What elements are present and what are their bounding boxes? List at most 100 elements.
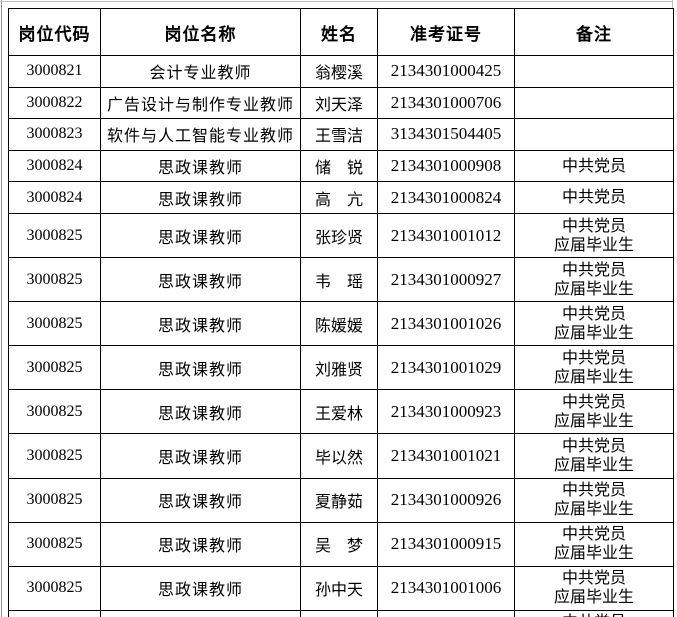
table-row: 3000823 软件与人工智能专业教师 王雪洁 3134301504405 bbox=[8, 118, 674, 151]
cell-position-title: 思政课教师 bbox=[100, 257, 301, 303]
cell-remark: 中共党员 应届毕业生 bbox=[514, 301, 674, 347]
cell-remark: 中共党员 应届毕业生 bbox=[514, 609, 674, 617]
cell-ticket-number: 2134301001021 bbox=[377, 433, 515, 479]
cell-remark: 中共党员 应届毕业生 bbox=[514, 565, 674, 611]
cell-name: 夏静茹 bbox=[300, 477, 378, 523]
cell-position-code: 3000825 bbox=[8, 389, 101, 435]
table-row: 3000825 思政课教师 陈媛媛 2134301001026 中共党员 应届毕… bbox=[8, 301, 674, 347]
cell-ticket-number: 2134301000915 bbox=[377, 521, 515, 567]
cell-position-code: 3000825 bbox=[8, 477, 101, 523]
cell-position-code: 3000824 bbox=[8, 181, 101, 214]
cell-ticket-number: 2134301000908 bbox=[377, 149, 515, 183]
table-row-clipped: 中共党员 应届毕业生 bbox=[8, 609, 674, 617]
header-remark: 备注 bbox=[514, 8, 674, 56]
header-position-title: 岗位名称 bbox=[100, 8, 301, 56]
cell-name: 陈媛媛 bbox=[300, 301, 378, 347]
cell-remark: 中共党员 应届毕业生 bbox=[514, 212, 674, 259]
table-row: 3000822 广告设计与制作专业教师 刘天泽 2134301000706 bbox=[8, 86, 674, 120]
cell-ticket-number: 2134301001029 bbox=[377, 345, 515, 391]
cell-name: 王雪洁 bbox=[300, 118, 378, 151]
cell-position-title: 软件与人工智能专业教师 bbox=[100, 118, 301, 151]
cell-name: 刘雅贤 bbox=[300, 345, 378, 391]
cell-remark: 中共党员 应届毕业生 bbox=[514, 477, 674, 523]
cell-position-code: 3000825 bbox=[8, 257, 101, 303]
candidate-roster-table: 岗位代码 岗位名称 姓名 准考证号 备注 3000821 会计专业教师 翁樱溪 … bbox=[8, 8, 674, 617]
cell-remark: 中共党员 应届毕业生 bbox=[514, 521, 674, 567]
top-sliver-gridline bbox=[0, 1, 673, 2]
cell-ticket-number: 2134301000927 bbox=[377, 257, 515, 303]
cell-name: 张珍贤 bbox=[300, 212, 378, 259]
table-row: 3000824 思政课教师 储 锐 2134301000908 中共党员 bbox=[8, 149, 674, 183]
cell-ticket-number: 2134301001006 bbox=[377, 565, 515, 611]
cell-position-code: 3000825 bbox=[8, 565, 101, 611]
right-sliver-gridline bbox=[672, 0, 673, 8]
table-row: 3000825 思政课教师 孙中天 2134301001006 中共党员 应届毕… bbox=[8, 565, 674, 611]
cell-position-title: 思政课教师 bbox=[100, 477, 301, 523]
cell-remark: 中共党员 应届毕业生 bbox=[514, 433, 674, 479]
cell-position-title: 思政课教师 bbox=[100, 345, 301, 391]
cell-position-title: 思政课教师 bbox=[100, 149, 301, 183]
cell-position-code: 3000823 bbox=[8, 118, 101, 151]
cell-remark bbox=[514, 86, 674, 120]
cell-ticket-number: 2134301001012 bbox=[377, 212, 515, 259]
table-row: 3000825 思政课教师 张珍贤 2134301001012 中共党员 应届毕… bbox=[8, 212, 674, 259]
table-row: 3000825 思政课教师 韦 瑶 2134301000927 中共党员 应届毕… bbox=[8, 257, 674, 303]
cell-position-title: 思政课教师 bbox=[100, 389, 301, 435]
cell-name: 孙中天 bbox=[300, 565, 378, 611]
cell-position-title: 思政课教师 bbox=[100, 301, 301, 347]
left-sliver-gridline bbox=[1, 0, 2, 617]
cell-name: 刘天泽 bbox=[300, 86, 378, 120]
cell-position-title: 广告设计与制作专业教师 bbox=[100, 86, 301, 120]
cell-position-code: 3000825 bbox=[8, 212, 101, 259]
cell-position-title: 会计专业教师 bbox=[100, 55, 301, 88]
table-row: 3000825 思政课教师 毕以然 2134301001021 中共党员 应届毕… bbox=[8, 433, 674, 479]
cell-position-code: 3000825 bbox=[8, 301, 101, 347]
cell-position-title: 思政课教师 bbox=[100, 565, 301, 611]
cell-ticket-number: 2134301000923 bbox=[377, 389, 515, 435]
table-row: 3000825 思政课教师 刘雅贤 2134301001029 中共党员 应届毕… bbox=[8, 345, 674, 391]
cell-ticket-number bbox=[377, 609, 515, 617]
cell-position-title bbox=[100, 609, 301, 617]
cell-position-code: 3000824 bbox=[8, 149, 101, 183]
cell-name: 翁樱溪 bbox=[300, 55, 378, 88]
cell-position-code: 3000821 bbox=[8, 55, 101, 88]
cell-position-title: 思政课教师 bbox=[100, 181, 301, 214]
table-row: 3000825 思政课教师 王爱林 2134301000923 中共党员 应届毕… bbox=[8, 389, 674, 435]
cell-ticket-number: 2134301000926 bbox=[377, 477, 515, 523]
cell-name bbox=[300, 609, 378, 617]
cell-position-code: 3000822 bbox=[8, 86, 101, 120]
cell-name: 高 亢 bbox=[300, 181, 378, 214]
cell-ticket-number: 2134301000824 bbox=[377, 181, 515, 214]
table-row: 3000825 思政课教师 吴 梦 2134301000915 中共党员 应届毕… bbox=[8, 521, 674, 567]
cell-position-title: 思政课教师 bbox=[100, 212, 301, 259]
cell-remark bbox=[514, 55, 674, 88]
cell-ticket-number: 2134301000425 bbox=[377, 55, 515, 88]
header-position-code: 岗位代码 bbox=[8, 8, 101, 56]
cell-position-title: 思政课教师 bbox=[100, 433, 301, 479]
cell-position-title: 思政课教师 bbox=[100, 521, 301, 567]
table-row: 3000821 会计专业教师 翁樱溪 2134301000425 bbox=[8, 55, 674, 88]
cell-ticket-number: 3134301504405 bbox=[377, 118, 515, 151]
header-ticket-number: 准考证号 bbox=[377, 8, 515, 56]
cell-position-code: 3000825 bbox=[8, 433, 101, 479]
table-row: 3000824 思政课教师 高 亢 2134301000824 中共党员 bbox=[8, 181, 674, 214]
cell-position-code: 3000825 bbox=[8, 345, 101, 391]
cell-ticket-number: 2134301001026 bbox=[377, 301, 515, 347]
cell-position-code: 3000825 bbox=[8, 521, 101, 567]
cell-position-code bbox=[8, 609, 101, 617]
header-row: 岗位代码 岗位名称 姓名 准考证号 备注 bbox=[8, 8, 674, 56]
cell-remark: 中共党员 bbox=[514, 149, 674, 183]
cell-remark: 中共党员 应届毕业生 bbox=[514, 345, 674, 391]
cell-remark: 中共党员 应届毕业生 bbox=[514, 257, 674, 303]
cell-remark bbox=[514, 118, 674, 151]
cell-name: 吴 梦 bbox=[300, 521, 378, 567]
cell-name: 毕以然 bbox=[300, 433, 378, 479]
cell-name: 王爱林 bbox=[300, 389, 378, 435]
header-name: 姓名 bbox=[300, 8, 378, 56]
cell-remark: 中共党员 应届毕业生 bbox=[514, 389, 674, 435]
cell-name: 韦 瑶 bbox=[300, 257, 378, 303]
cell-ticket-number: 2134301000706 bbox=[377, 86, 515, 120]
cell-remark: 中共党员 bbox=[514, 181, 674, 214]
cell-name: 储 锐 bbox=[300, 149, 378, 183]
